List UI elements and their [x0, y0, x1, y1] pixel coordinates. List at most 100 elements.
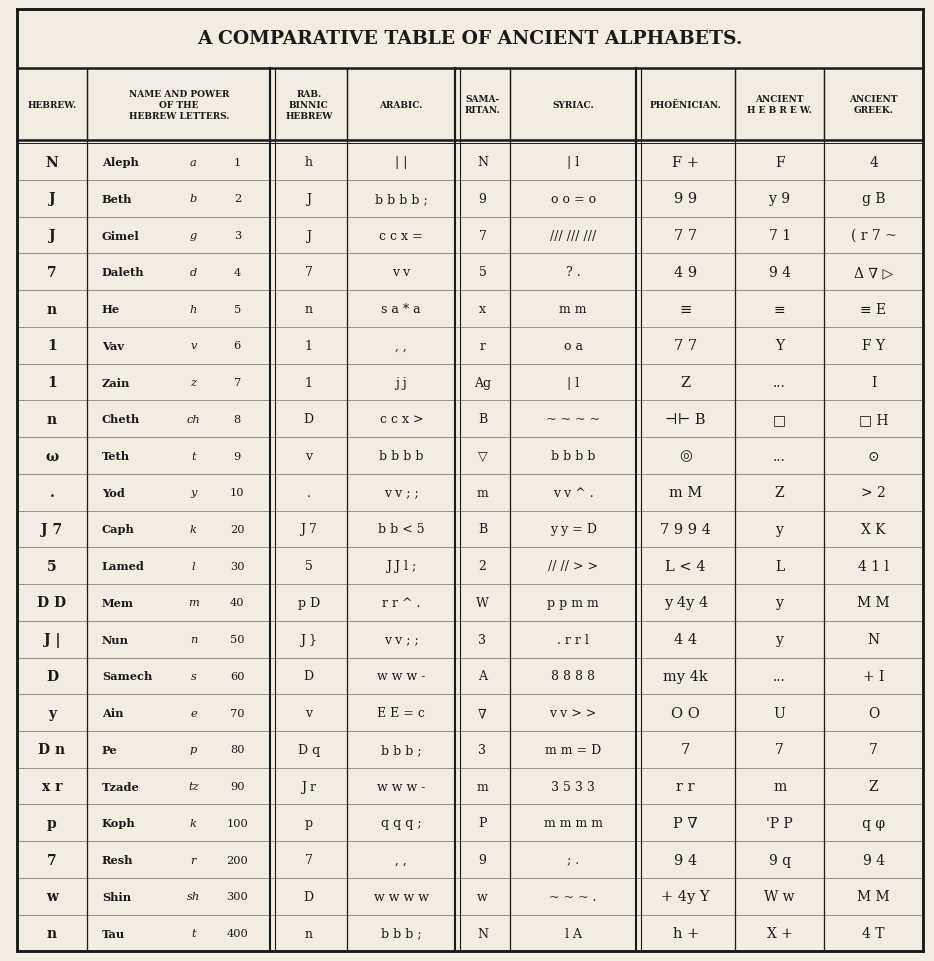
Text: D: D [304, 890, 314, 902]
Text: Aleph: Aleph [102, 157, 139, 168]
Text: g: g [190, 231, 197, 241]
Text: RAB.
BINNIC
HEBREW: RAB. BINNIC HEBREW [285, 89, 333, 121]
Text: + 4y Y: + 4y Y [661, 889, 710, 903]
Text: J |: J | [44, 632, 61, 647]
Text: r: r [191, 854, 196, 865]
Text: Gimel: Gimel [102, 231, 139, 241]
Text: r r: r r [676, 779, 695, 793]
Text: 1: 1 [47, 339, 57, 353]
Text: J: J [49, 192, 55, 207]
Text: O: O [868, 706, 879, 720]
Text: m: m [476, 779, 488, 793]
Text: p: p [190, 745, 197, 754]
Text: p p m m: p p m m [547, 597, 599, 609]
Text: m: m [476, 486, 488, 499]
Text: y: y [775, 632, 784, 647]
Text: A COMPARATIVE TABLE OF ANCIENT ALPHABETS.: A COMPARATIVE TABLE OF ANCIENT ALPHABETS… [197, 31, 743, 48]
Text: Ag: Ag [474, 376, 491, 389]
Text: b b b ;: b b b ; [381, 743, 421, 756]
Text: F Y: F Y [862, 339, 885, 353]
Text: y: y [775, 523, 784, 536]
Text: Ain: Ain [102, 707, 123, 719]
Text: E E = c: E E = c [377, 706, 425, 720]
Text: 300: 300 [226, 892, 248, 901]
Text: 4 T: 4 T [862, 926, 884, 940]
Text: Koph: Koph [102, 818, 135, 828]
Text: Δ ∇ ▷: Δ ∇ ▷ [854, 265, 893, 280]
Text: Z: Z [681, 376, 691, 389]
Text: b b b b: b b b b [379, 450, 423, 462]
Text: v v ; ;: v v ; ; [384, 486, 418, 499]
Text: o o = o: o o = o [550, 193, 596, 206]
Text: 7 9 9 4: 7 9 9 4 [660, 523, 711, 536]
Text: ≡: ≡ [680, 303, 692, 316]
Text: j j: j j [395, 376, 407, 389]
Text: l: l [191, 561, 195, 571]
Text: n: n [304, 926, 313, 940]
Text: 7: 7 [478, 230, 487, 242]
Text: B: B [478, 413, 488, 426]
Text: a: a [190, 158, 197, 167]
Text: N: N [477, 926, 488, 940]
Text: ~ ~ ~ ~: ~ ~ ~ ~ [546, 413, 600, 426]
Text: ...: ... [773, 376, 786, 389]
Text: Daleth: Daleth [102, 267, 145, 278]
Text: v: v [191, 341, 196, 351]
Text: 6: 6 [234, 341, 241, 351]
Text: ( r 7 ~: ( r 7 ~ [851, 229, 897, 243]
Text: Y: Y [775, 339, 785, 353]
Text: 4: 4 [234, 267, 241, 278]
Text: n: n [47, 412, 57, 427]
Text: w: w [477, 890, 488, 902]
Text: m: m [773, 779, 786, 793]
Text: 10: 10 [230, 488, 245, 498]
Text: 7: 7 [869, 743, 878, 756]
Text: 1: 1 [304, 376, 313, 389]
Text: h +: h + [672, 926, 699, 940]
Text: He: He [102, 304, 120, 315]
Text: p: p [47, 816, 57, 830]
Text: 8 8 8 8: 8 8 8 8 [551, 670, 595, 682]
Text: 7: 7 [234, 378, 241, 387]
Text: 4 9: 4 9 [674, 265, 698, 280]
Text: J: J [306, 230, 311, 242]
Text: v: v [305, 450, 312, 462]
Text: 7 1: 7 1 [769, 229, 791, 243]
Text: | l: | l [567, 156, 579, 169]
Text: 200: 200 [226, 854, 248, 865]
Text: 2: 2 [234, 194, 241, 204]
Text: + I: + I [863, 669, 884, 683]
Text: 7: 7 [775, 743, 784, 756]
Text: > 2: > 2 [861, 485, 885, 500]
Text: z: z [191, 378, 196, 387]
Text: 4 1 l: 4 1 l [858, 559, 889, 573]
Text: 1: 1 [47, 376, 57, 389]
Text: J 7: J 7 [41, 523, 63, 536]
Text: v: v [305, 706, 312, 720]
Text: n: n [47, 303, 57, 316]
Text: 3 5 3 3: 3 5 3 3 [551, 779, 595, 793]
Text: Tzade: Tzade [102, 780, 139, 792]
Text: 5: 5 [234, 305, 241, 314]
Text: m m = D: m m = D [545, 743, 601, 756]
Text: v v > >: v v > > [549, 706, 597, 720]
Text: q q q ;: q q q ; [381, 817, 421, 829]
Text: w w w -: w w w - [377, 670, 426, 682]
Text: ≡: ≡ [773, 303, 785, 316]
Text: .: . [307, 486, 311, 499]
Text: ⊙: ⊙ [868, 449, 879, 463]
Text: 5: 5 [478, 266, 487, 279]
Text: M M: M M [857, 889, 890, 903]
Text: 80: 80 [230, 745, 245, 754]
Text: 9: 9 [478, 193, 487, 206]
Text: sh: sh [187, 892, 200, 901]
Text: 9 4: 9 4 [674, 852, 698, 867]
Text: c c x =: c c x = [379, 230, 423, 242]
Text: SYRIAC.: SYRIAC. [552, 101, 594, 110]
Text: ch: ch [187, 414, 200, 425]
Text: Teth: Teth [102, 451, 130, 461]
Text: v v ; ;: v v ; ; [384, 633, 418, 646]
Text: y 4y 4: y 4y 4 [664, 596, 708, 610]
Text: w: w [46, 889, 58, 903]
Text: | |: | | [395, 156, 407, 169]
